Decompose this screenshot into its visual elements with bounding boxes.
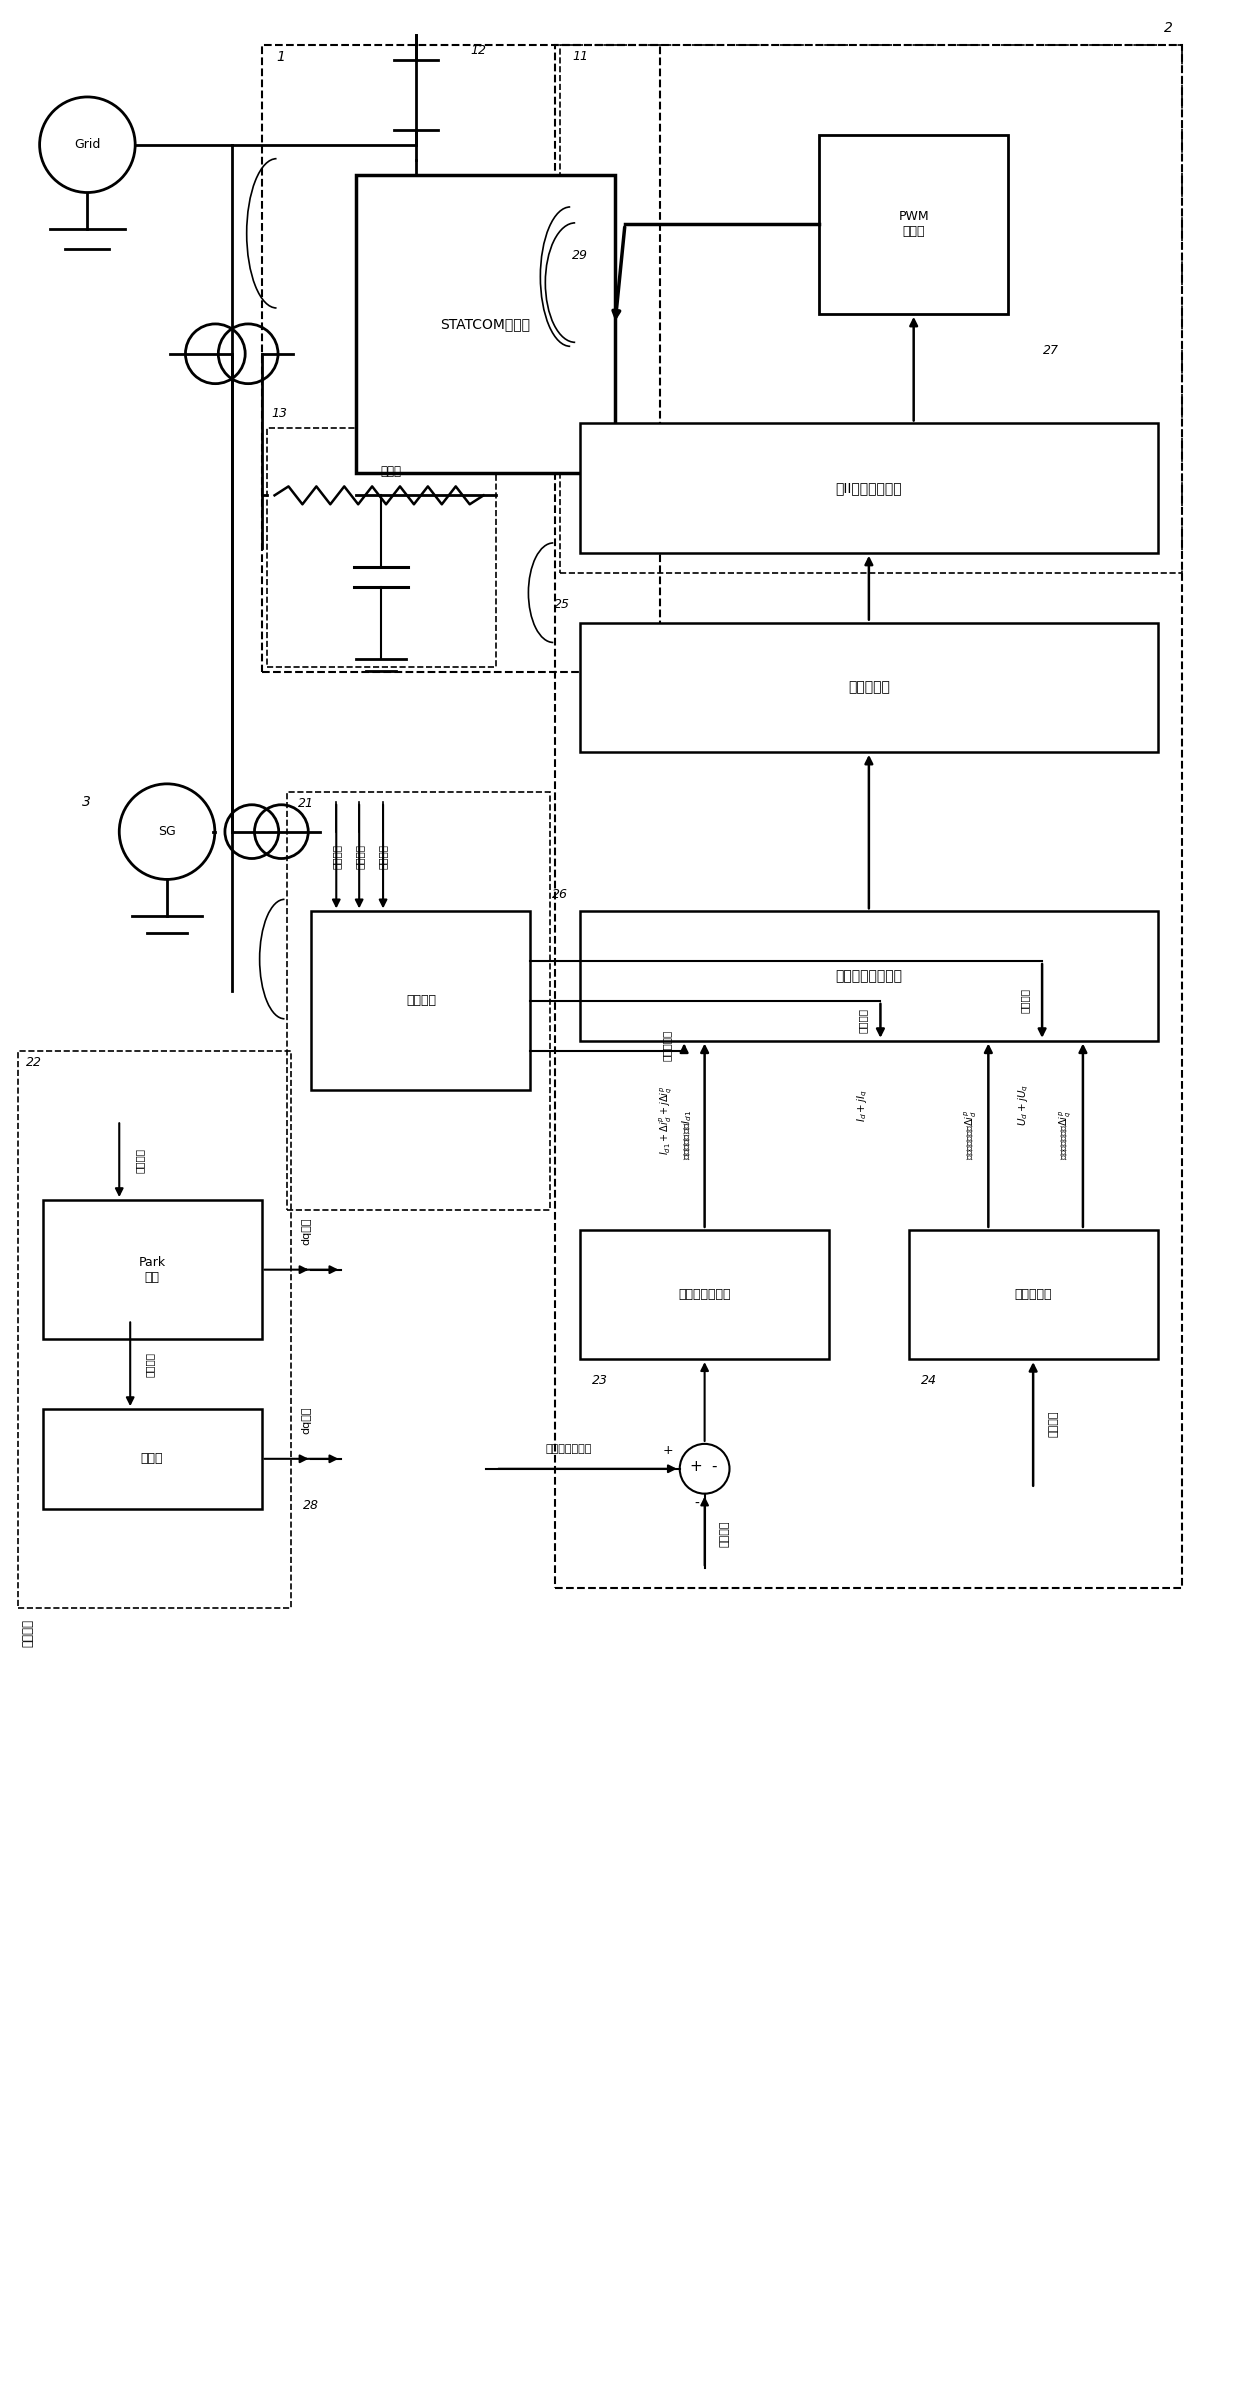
Text: 滤波器: 滤波器 xyxy=(381,466,402,478)
FancyBboxPatch shape xyxy=(580,911,1158,1040)
FancyBboxPatch shape xyxy=(42,1200,262,1338)
FancyBboxPatch shape xyxy=(356,174,615,473)
Text: 3: 3 xyxy=(82,796,92,808)
Text: 11: 11 xyxy=(572,50,588,62)
Text: 检测模块: 检测模块 xyxy=(405,994,436,1006)
Text: 转速偏差: 转速偏差 xyxy=(1048,1410,1058,1436)
FancyBboxPatch shape xyxy=(42,1410,262,1508)
Text: 27: 27 xyxy=(1043,344,1059,356)
FancyBboxPatch shape xyxy=(580,621,1158,753)
Text: -: - xyxy=(711,1460,717,1475)
Text: 锁相环: 锁相环 xyxy=(141,1453,164,1465)
Text: 13: 13 xyxy=(272,406,288,421)
Text: 24: 24 xyxy=(920,1374,936,1386)
Text: SG: SG xyxy=(159,825,176,839)
Text: 电流反馈: 电流反馈 xyxy=(858,1009,868,1032)
Text: 28: 28 xyxy=(304,1499,320,1510)
Text: 电流控制器: 电流控制器 xyxy=(848,681,890,693)
Text: 直流电压: 直流电压 xyxy=(719,1520,729,1546)
Text: 直流电压控制器: 直流电压控制器 xyxy=(678,1288,730,1300)
Text: $I_{d1}+\Delta i_d^p+ j\Delta i_q^p$: $I_{d1}+\Delta i_d^p+ j\Delta i_q^p$ xyxy=(657,1085,675,1154)
FancyBboxPatch shape xyxy=(580,423,1158,552)
Text: 25: 25 xyxy=(554,598,570,609)
Text: 三相电压: 三相电压 xyxy=(331,844,341,870)
Text: $I_d+ jI_q$: $I_d+ jI_q$ xyxy=(856,1090,869,1121)
Text: +: + xyxy=(662,1444,673,1458)
Text: 三相电流: 三相电流 xyxy=(355,844,365,870)
Text: 电压前馈: 电压前馈 xyxy=(1019,989,1029,1013)
Text: 第ΙΙ次调制发生器: 第ΙΙ次调制发生器 xyxy=(836,480,903,495)
Text: 21: 21 xyxy=(299,796,315,810)
Text: 三相电压: 三相电压 xyxy=(145,1353,155,1377)
Text: Grid: Grid xyxy=(74,139,100,151)
Text: 阻尼控制器: 阻尼控制器 xyxy=(1014,1288,1052,1300)
Text: +: + xyxy=(689,1460,702,1475)
Text: $U_d+ jU_q$: $U_d+ jU_q$ xyxy=(1017,1085,1032,1126)
Text: Park
变换: Park 变换 xyxy=(139,1255,166,1283)
Text: 1: 1 xyxy=(277,50,285,65)
Text: PWM
发生器: PWM 发生器 xyxy=(898,210,929,239)
FancyBboxPatch shape xyxy=(909,1231,1158,1360)
FancyBboxPatch shape xyxy=(311,911,531,1090)
Text: 有功电流指令值$I_{d1}$: 有功电流指令值$I_{d1}$ xyxy=(680,1111,693,1162)
Text: 直流电压基准值: 直流电压基准值 xyxy=(546,1444,591,1453)
Text: 有功电流指令值$\Delta i_d^p$: 有功电流指令值$\Delta i_d^p$ xyxy=(962,1109,978,1162)
Text: 23: 23 xyxy=(593,1374,608,1386)
Text: 三相电压: 三相电压 xyxy=(21,1618,35,1647)
Text: dq电流: dq电流 xyxy=(301,1217,311,1245)
Text: 22: 22 xyxy=(26,1056,42,1068)
Text: 转速偏差: 转速偏差 xyxy=(378,844,388,870)
Text: 三相电流: 三相电流 xyxy=(134,1147,144,1173)
Text: 29: 29 xyxy=(572,249,588,263)
Text: 电流指令值: 电流指令值 xyxy=(661,1030,671,1061)
FancyBboxPatch shape xyxy=(580,1231,830,1360)
Text: 2: 2 xyxy=(1163,22,1173,36)
Text: -: - xyxy=(694,1496,699,1510)
Text: 第１次调制发生器: 第１次调制发生器 xyxy=(836,968,903,982)
Text: 无功电流指令值$\Delta i_q^p$: 无功电流指令值$\Delta i_q^p$ xyxy=(1056,1109,1073,1162)
Text: STATCOM变流器: STATCOM变流器 xyxy=(440,318,531,330)
FancyBboxPatch shape xyxy=(820,134,1008,313)
Text: dq电压: dq电压 xyxy=(301,1405,311,1434)
Text: 26: 26 xyxy=(552,889,568,901)
Text: 12: 12 xyxy=(471,43,486,57)
